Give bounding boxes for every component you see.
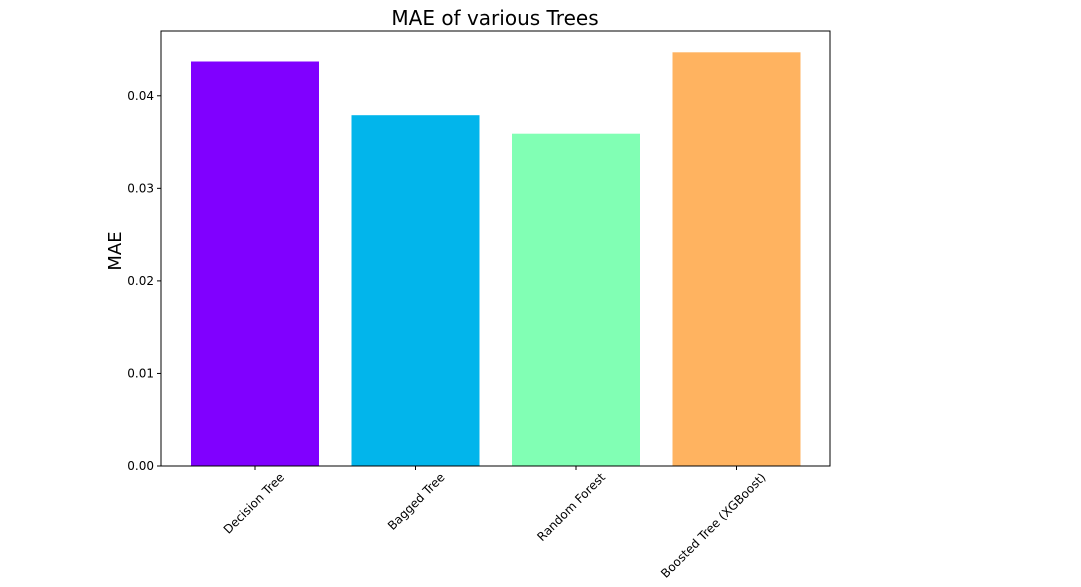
y-tick-label: 0.03 <box>127 181 154 195</box>
x-tick-label: Random Forest <box>534 470 608 544</box>
bar-bagged-tree <box>351 115 480 466</box>
bars-group <box>191 52 801 467</box>
x-tick-label: Decision Tree <box>221 470 287 536</box>
y-tick-label: 0.02 <box>127 274 154 288</box>
x-axis-ticks: Decision Tree Bagged Tree Random Forest Boo… <box>221 466 769 581</box>
y-axis-title: MAE <box>105 231 126 270</box>
y-tick-label: 0.04 <box>127 89 154 103</box>
bar-boosted-tree-xgboost <box>672 52 801 467</box>
y-tick-label: 0.01 <box>127 366 154 380</box>
y-tick-label: 0.00 <box>127 459 154 473</box>
x-tick-label: Bagged Tree <box>385 470 448 533</box>
x-tick-label: Boosted Tree (XGBoost) <box>658 470 768 580</box>
bar-random-forest <box>512 133 640 466</box>
chart-title: MAE of various Trees <box>391 6 598 30</box>
plot-frame <box>160 30 831 467</box>
bar-decision-tree <box>191 61 319 466</box>
y-axis-ticks: 0.00 0.01 0.02 0.03 0.04 <box>127 89 161 473</box>
